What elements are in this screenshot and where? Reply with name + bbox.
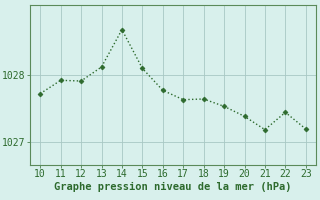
X-axis label: Graphe pression niveau de la mer (hPa): Graphe pression niveau de la mer (hPa) [54,182,292,192]
